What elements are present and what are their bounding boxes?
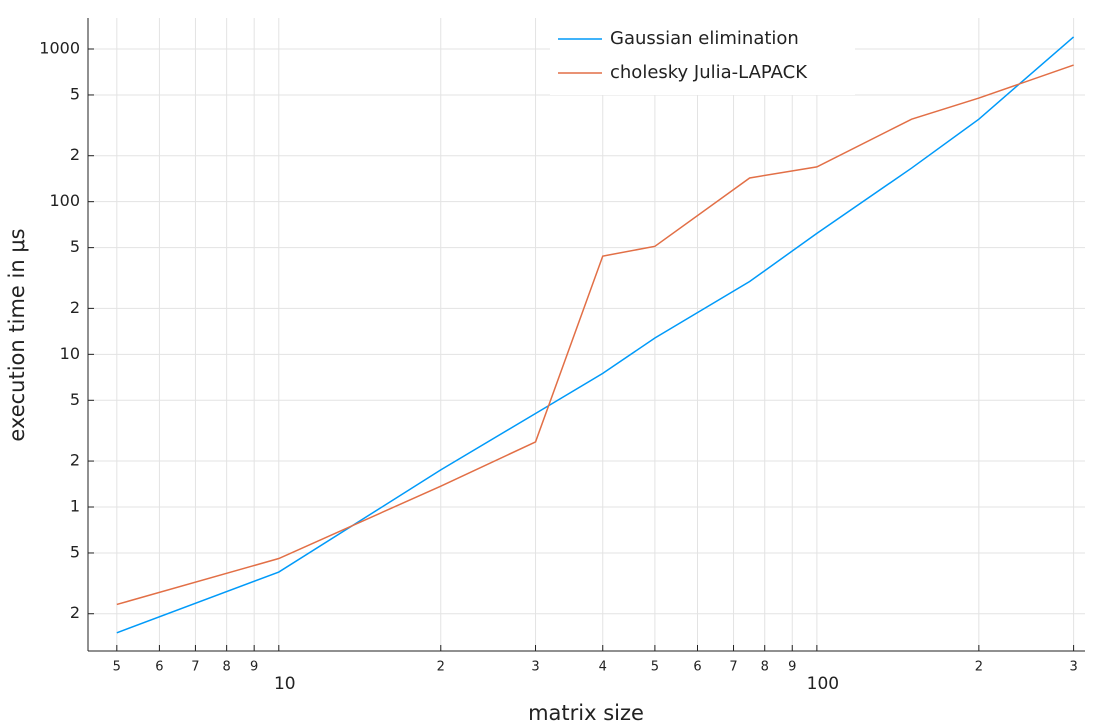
x-tick-label: 8 [761, 660, 769, 675]
series-line [116, 36, 1075, 634]
x-tick-label: 100 [807, 674, 839, 694]
x-tick-label: 6 [155, 660, 163, 675]
x-tick-label: 2 [437, 660, 445, 675]
legend-box [550, 18, 855, 95]
y-tick-label: 5 [70, 542, 80, 561]
y-tick-label: 2 [70, 298, 80, 317]
legend-label: cholesky Julia-LAPACK [610, 62, 808, 83]
y-tick-label: 2 [70, 451, 80, 470]
legend-label: Gaussian elimination [610, 28, 799, 49]
y-tick-label: 2 [70, 603, 80, 622]
x-tick-label: 6 [693, 660, 701, 675]
legend: Gaussian elimination cholesky Julia-LAPAC… [550, 18, 855, 95]
x-axis-label: matrix size [528, 701, 644, 725]
x-tick-label: 10 [274, 674, 296, 694]
x-tick-label: 8 [223, 660, 231, 675]
y-tick-label: 5 [70, 237, 80, 256]
x-tick-label: 7 [729, 660, 737, 675]
x-tick-label: 3 [531, 660, 539, 675]
y-tick-label: 10 [60, 344, 80, 363]
x-tick-label: 2 [975, 660, 983, 675]
y-tick-label: 5 [70, 84, 80, 103]
x-tick-label: 9 [788, 660, 796, 675]
y-tick-label: 100 [49, 191, 80, 210]
y-tick-label: 1000 [39, 38, 80, 57]
series-line [116, 64, 1074, 606]
y-tick-label: 2 [70, 145, 80, 164]
x-tick-label: 5 [651, 660, 659, 675]
y-tick-label: 1 [70, 497, 80, 516]
x-tick-label: 4 [599, 660, 607, 675]
y-tick-label: 5 [70, 390, 80, 409]
x-tick-label: 7 [191, 660, 199, 675]
y-axis-label: execution time in μs [5, 228, 29, 441]
x-tick-label: 3 [1069, 660, 1077, 675]
x-tick-label: 5 [113, 660, 121, 675]
x-tick-label: 9 [250, 660, 258, 675]
